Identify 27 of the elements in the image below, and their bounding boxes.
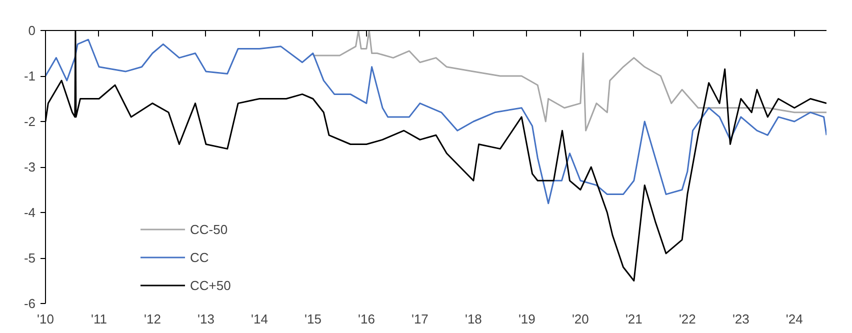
x-tick-label: '19 <box>518 312 536 326</box>
y-tick-label: -5 <box>24 250 36 266</box>
x-tick-label: '22 <box>678 312 696 326</box>
legend-label: CC-50 <box>190 222 228 236</box>
legend-label: CC+50 <box>190 278 231 292</box>
y-tick-label: -4 <box>24 205 36 220</box>
x-tick-label: '13 <box>198 312 214 326</box>
x-tick-label: '11 <box>91 312 107 326</box>
y-tick-label: -2 <box>24 114 36 129</box>
x-tick-label: '20 <box>572 312 589 326</box>
y-tick-label: -3 <box>24 160 36 174</box>
x-tick-label: '24 <box>786 312 803 326</box>
line-series <box>312 30 826 132</box>
y-tick-label: -6 <box>24 296 36 311</box>
x-tick-label: '21 <box>625 312 642 326</box>
x-tick-label: '10 <box>37 312 54 326</box>
y-tick-label: -1 <box>24 68 36 84</box>
x-tick-label: '23 <box>732 312 750 326</box>
x-tick-label: '15 <box>304 312 322 326</box>
y-tick-label: 0 <box>28 23 36 38</box>
x-tick-label: '14 <box>251 312 268 326</box>
x-tick-label: '12 <box>144 312 161 326</box>
legend-label: CC <box>190 250 210 264</box>
x-tick-label: '18 <box>464 312 482 326</box>
x-tick-label: '16 <box>358 312 375 326</box>
x-tick-label: '17 <box>411 312 428 326</box>
line-series <box>46 38 826 204</box>
